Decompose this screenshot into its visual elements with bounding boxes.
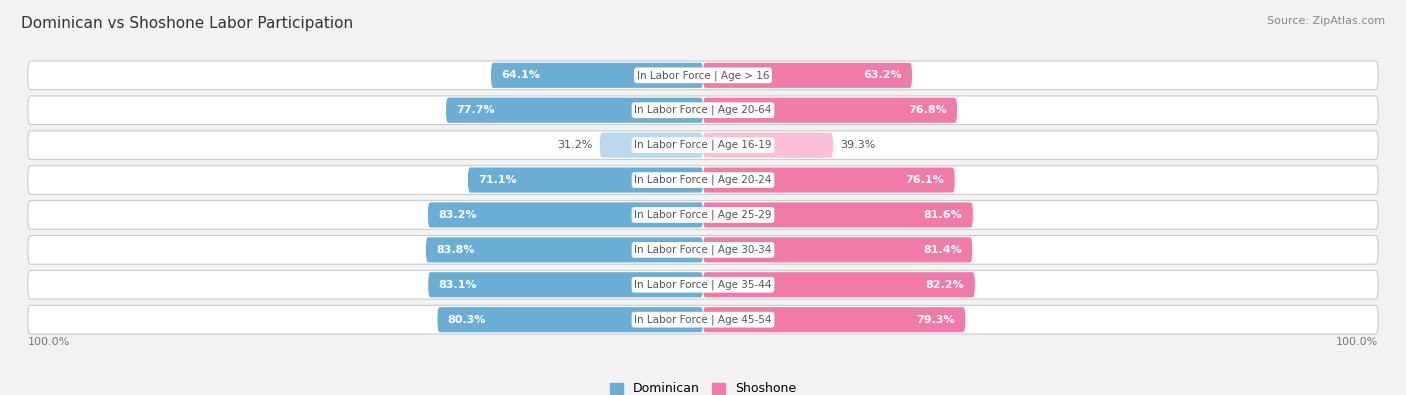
- Text: 100.0%: 100.0%: [1336, 337, 1378, 347]
- FancyBboxPatch shape: [600, 133, 703, 158]
- Text: 77.7%: 77.7%: [457, 105, 495, 115]
- FancyBboxPatch shape: [427, 202, 703, 228]
- FancyBboxPatch shape: [703, 63, 912, 88]
- FancyBboxPatch shape: [28, 131, 1378, 160]
- Text: In Labor Force | Age 20-64: In Labor Force | Age 20-64: [634, 105, 772, 115]
- Text: 80.3%: 80.3%: [447, 315, 486, 325]
- Text: In Labor Force | Age 20-24: In Labor Force | Age 20-24: [634, 175, 772, 185]
- FancyBboxPatch shape: [468, 167, 703, 193]
- FancyBboxPatch shape: [28, 271, 1378, 299]
- Text: 76.1%: 76.1%: [905, 175, 945, 185]
- FancyBboxPatch shape: [28, 61, 1378, 90]
- Text: 76.8%: 76.8%: [908, 105, 946, 115]
- Text: 64.1%: 64.1%: [502, 70, 540, 80]
- Text: 83.1%: 83.1%: [439, 280, 477, 290]
- FancyBboxPatch shape: [437, 307, 703, 332]
- Text: 83.8%: 83.8%: [436, 245, 475, 255]
- FancyBboxPatch shape: [28, 201, 1378, 229]
- FancyBboxPatch shape: [429, 272, 703, 297]
- FancyBboxPatch shape: [703, 272, 974, 297]
- FancyBboxPatch shape: [703, 167, 955, 193]
- Text: In Labor Force | Age > 16: In Labor Force | Age > 16: [637, 70, 769, 81]
- Text: 82.2%: 82.2%: [927, 280, 965, 290]
- Text: 71.1%: 71.1%: [478, 175, 517, 185]
- Text: In Labor Force | Age 30-34: In Labor Force | Age 30-34: [634, 245, 772, 255]
- Text: 81.6%: 81.6%: [924, 210, 963, 220]
- Legend: Dominican, Shoshone: Dominican, Shoshone: [610, 382, 796, 395]
- FancyBboxPatch shape: [703, 307, 966, 332]
- Text: 81.4%: 81.4%: [924, 245, 962, 255]
- Text: 31.2%: 31.2%: [558, 140, 593, 150]
- Text: 63.2%: 63.2%: [863, 70, 901, 80]
- Text: Source: ZipAtlas.com: Source: ZipAtlas.com: [1267, 16, 1385, 26]
- FancyBboxPatch shape: [426, 237, 703, 262]
- FancyBboxPatch shape: [28, 166, 1378, 194]
- Text: 79.3%: 79.3%: [917, 315, 955, 325]
- Text: In Labor Force | Age 45-54: In Labor Force | Age 45-54: [634, 314, 772, 325]
- Text: In Labor Force | Age 25-29: In Labor Force | Age 25-29: [634, 210, 772, 220]
- FancyBboxPatch shape: [28, 235, 1378, 264]
- FancyBboxPatch shape: [446, 98, 703, 123]
- FancyBboxPatch shape: [28, 305, 1378, 334]
- Text: 100.0%: 100.0%: [28, 337, 70, 347]
- FancyBboxPatch shape: [703, 133, 832, 158]
- FancyBboxPatch shape: [28, 96, 1378, 124]
- FancyBboxPatch shape: [703, 98, 957, 123]
- FancyBboxPatch shape: [703, 202, 973, 228]
- Text: In Labor Force | Age 35-44: In Labor Force | Age 35-44: [634, 280, 772, 290]
- FancyBboxPatch shape: [703, 237, 972, 262]
- Text: 83.2%: 83.2%: [439, 210, 477, 220]
- Text: Dominican vs Shoshone Labor Participation: Dominican vs Shoshone Labor Participatio…: [21, 16, 353, 31]
- Text: 39.3%: 39.3%: [839, 140, 875, 150]
- Text: In Labor Force | Age 16-19: In Labor Force | Age 16-19: [634, 140, 772, 150]
- FancyBboxPatch shape: [491, 63, 703, 88]
